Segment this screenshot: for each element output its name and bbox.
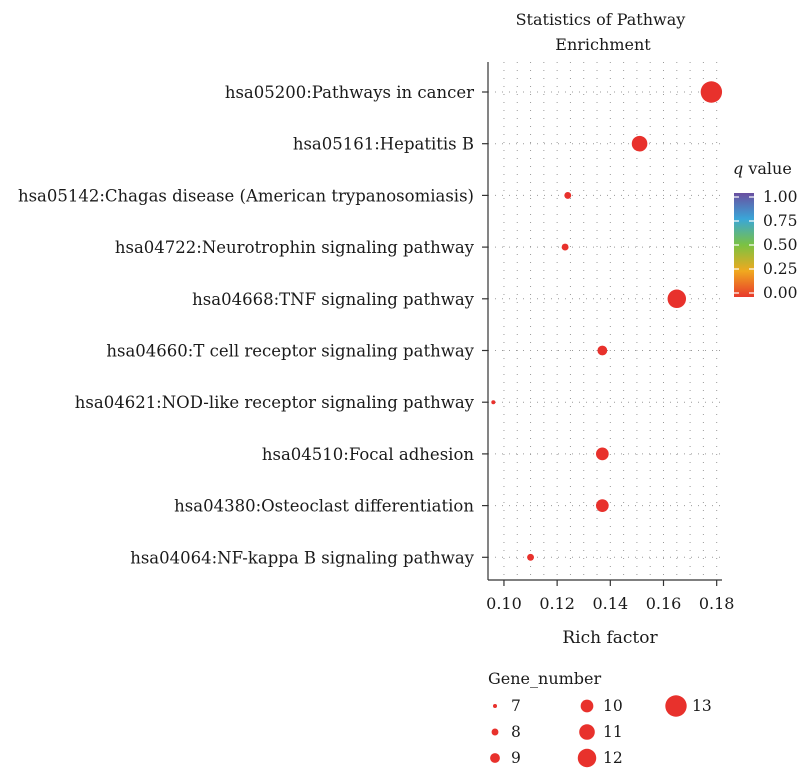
gene-number-legend-swatch (490, 753, 500, 763)
q-value-legend-title-italic: q (733, 159, 743, 178)
x-axis-tick-label: 0.14 (593, 594, 629, 613)
q-value-tick-label: 1.00 (763, 188, 798, 206)
data-point (595, 447, 609, 461)
x-axis-tick-label: 0.18 (699, 594, 735, 613)
x-axis-title: Rich factor (562, 628, 658, 648)
y-axis-label: hsa05142:Chagas disease (American trypan… (18, 186, 474, 205)
y-axis-label: hsa05200:Pathways in cancer (225, 83, 474, 102)
data-point (527, 553, 534, 561)
y-axis-label: hsa04668:TNF signaling pathway (192, 290, 474, 309)
data-points (491, 81, 723, 561)
data-point (595, 499, 609, 512)
data-point (564, 191, 572, 199)
y-axis-labels: hsa05200:Pathways in cancer hsa05161:Hepa… (18, 83, 488, 567)
q-value-legend: q value 1.00 0.75 0.50 0.25 0.00 (733, 159, 798, 302)
data-point (631, 135, 648, 152)
gene-number-legend-label: 11 (603, 723, 623, 741)
gene-number-legend-swatch (665, 695, 687, 717)
gene-number-legend-label: 12 (603, 749, 623, 767)
data-point (561, 243, 569, 251)
q-value-colorbar (734, 193, 754, 297)
q-value-legend-title-rest: value (743, 159, 792, 178)
gene-number-legend-swatch (491, 728, 499, 736)
q-value-tick-label: 0.25 (763, 260, 798, 278)
gene-number-legend-swatch (580, 699, 594, 713)
chart-title-line-1: Statistics of Pathway (516, 10, 686, 29)
y-axis-label: hsa04510:Focal adhesion (262, 445, 475, 464)
data-point (700, 81, 723, 103)
gene-number-legend-label: 7 (511, 697, 521, 715)
gene-number-legend-label: 9 (511, 749, 521, 767)
y-axis-label: hsa04722:Neurotrophin signaling pathway (115, 238, 475, 257)
q-value-tick-label: 0.50 (763, 236, 798, 254)
y-axis-label: hsa04064:NF-kappa B signaling pathway (130, 548, 474, 567)
gene-number-legend-title: Gene_number (488, 669, 602, 688)
gene-number-legend-label: 13 (692, 697, 712, 715)
gene-number-legend-swatch (579, 724, 595, 740)
gene-number-legend-label: 10 (603, 697, 623, 715)
chart-title-line-2: Enrichment (555, 35, 651, 54)
gene-number-legend-swatch (577, 748, 597, 768)
data-point (667, 289, 687, 309)
q-value-legend-title: q value (733, 159, 792, 178)
y-axis-label: hsa04660:T cell receptor signaling pathw… (106, 342, 474, 361)
q-value-tick-label: 0.75 (763, 212, 798, 230)
x-axis: 0.10 0.12 0.14 0.16 0.18 (486, 580, 734, 613)
q-value-tick-label: 0.00 (763, 284, 798, 302)
data-point (597, 345, 608, 356)
x-axis-tick-label: 0.10 (486, 594, 522, 613)
gene-number-legend-swatch (493, 704, 497, 708)
gene-number-legend-label: 8 (511, 723, 521, 741)
y-axis-label: hsa04621:NOD-like receptor signaling pat… (75, 393, 475, 412)
data-point (491, 400, 496, 405)
x-axis-tick-label: 0.16 (646, 594, 682, 613)
y-axis-label: hsa05161:Hepatitis B (293, 135, 474, 154)
chart-title: Statistics of Pathway Enrichment (516, 10, 691, 54)
x-axis-tick-label: 0.12 (539, 594, 575, 613)
plot-panel (487, 62, 722, 581)
y-axis-label: hsa04380:Osteoclast differentiation (174, 497, 474, 516)
gene-number-legend: Gene_number 7 8 9 10 11 12 13 (488, 669, 712, 768)
